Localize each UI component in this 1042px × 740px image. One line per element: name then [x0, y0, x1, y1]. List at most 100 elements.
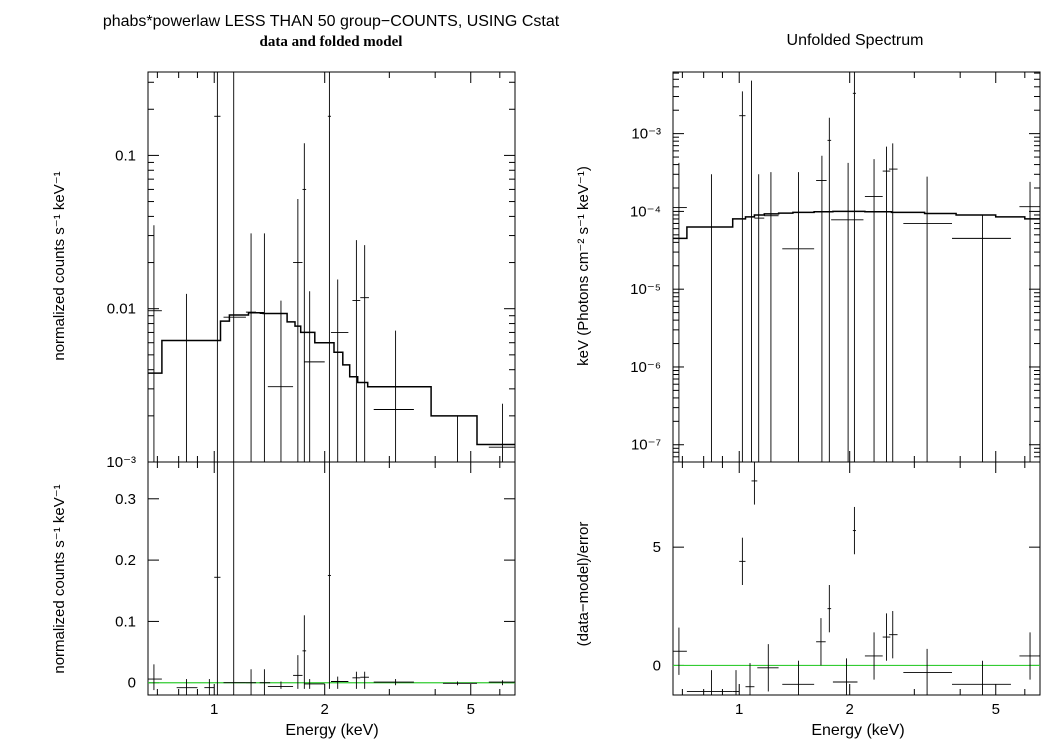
data-point	[214, 72, 221, 462]
data-point	[360, 245, 369, 462]
unfolded-panel: 10⁻⁷ 10⁻⁶ 10⁻⁵ 10⁻⁴ 10⁻³	[630, 71, 1041, 463]
data-point	[864, 159, 883, 462]
plot-panels: 10⁻³ 0.01 0.1 1 2 5 0 0.1 0.2 0.3 10⁻⁷ 10⁻⁶ 10⁻⁵ 10⁻⁴…	[106, 71, 1041, 718]
data-point	[831, 162, 864, 462]
right-top-ylabel: keV (Photons cm⁻² s⁻¹ keV⁻¹)	[575, 166, 592, 366]
y-tick-label: 0.01	[107, 301, 136, 318]
x-tick-label: 1	[210, 701, 218, 718]
y-tick-label: 0	[653, 657, 661, 674]
data-point	[223, 72, 246, 462]
data-point	[882, 146, 891, 462]
right-bottom-ylabel: (data−model)/error	[575, 522, 592, 647]
data-point	[488, 403, 515, 462]
y-tick-label: 10⁻⁷	[631, 437, 661, 454]
data-point	[748, 80, 755, 462]
model-step-line	[673, 210, 1040, 240]
x-tick-label: 5	[992, 701, 1000, 718]
data-point	[751, 462, 758, 505]
data-point	[302, 143, 307, 462]
data-point	[764, 172, 779, 462]
left-xlabel: Energy (keV)	[285, 722, 378, 739]
y-tick-label: 5	[653, 539, 661, 556]
data-point	[686, 174, 733, 462]
y-tick-label: 0.1	[115, 613, 136, 630]
left-title-line1: phabs*powerlaw LESS THAN 50 group−COUNTS…	[103, 13, 560, 30]
data-point	[267, 681, 294, 689]
data-point	[488, 680, 515, 686]
data-point	[293, 655, 303, 689]
data-point	[673, 162, 687, 462]
data-point	[782, 660, 815, 695]
data-point	[889, 611, 898, 659]
data-point	[739, 91, 746, 462]
data-point	[223, 462, 246, 695]
data-point	[757, 644, 779, 692]
data-point	[327, 462, 331, 689]
y-tick-label: 10⁻³	[106, 454, 136, 471]
data-point	[176, 679, 198, 695]
x-tick-label: 2	[846, 701, 854, 718]
y-tick-label: 0.2	[115, 552, 136, 569]
data-point	[754, 174, 765, 462]
data-point	[442, 681, 478, 686]
data-point	[827, 117, 832, 462]
data-point	[259, 669, 271, 695]
data-point	[302, 615, 307, 689]
panel-frame	[672, 71, 1041, 463]
y-tick-label: 0	[128, 675, 136, 692]
data-point	[245, 669, 257, 695]
data-point	[352, 240, 361, 462]
data-point	[882, 613, 891, 661]
panel-frame	[147, 461, 516, 696]
data-point	[745, 663, 755, 695]
data-point	[327, 72, 331, 462]
counts-residual-panel: 1 2 5 0 0.1 0.2 0.3	[115, 461, 516, 718]
data-point	[176, 293, 198, 463]
right-title: Unfolded Spectrum	[787, 32, 924, 49]
data-point	[952, 660, 1011, 695]
ratio-residual-panel: 1 2 5 0 5	[653, 461, 1041, 718]
data-point	[330, 676, 349, 689]
data-point	[148, 225, 162, 462]
data-point	[245, 233, 257, 462]
data-point	[148, 664, 162, 691]
data-point	[827, 585, 832, 633]
counts-panel: 10⁻³ 0.01 0.1	[106, 71, 516, 471]
panel-frame	[672, 461, 1041, 696]
data-point	[1019, 181, 1040, 462]
data-point	[686, 670, 733, 695]
panel-frame	[147, 71, 516, 463]
left-title-line2: data and folded model	[260, 34, 403, 50]
x-tick-label: 1	[735, 701, 743, 718]
data-point	[782, 172, 815, 462]
data-point	[373, 330, 414, 462]
x-tick-label: 2	[321, 701, 329, 718]
data-point	[852, 72, 856, 462]
data-point	[373, 679, 414, 686]
y-tick-label: 10⁻⁴	[630, 203, 661, 220]
data-point	[732, 670, 740, 695]
left-bottom-ylabel: normalized counts s⁻¹ keV⁻¹	[51, 484, 68, 673]
data-point	[673, 627, 687, 675]
data-point	[889, 143, 898, 462]
data-point	[259, 233, 271, 462]
data-point	[852, 506, 856, 555]
data-point	[442, 415, 478, 463]
data-point	[952, 214, 1011, 462]
data-point	[816, 618, 826, 666]
data-point	[293, 198, 303, 462]
data-point	[214, 462, 221, 695]
data-point	[330, 279, 349, 462]
data-point	[360, 671, 369, 689]
data-point	[304, 291, 325, 462]
y-tick-label: 0.1	[115, 147, 136, 164]
x-tick-label: 5	[467, 701, 475, 718]
data-point	[204, 679, 215, 695]
model-step-line	[148, 312, 515, 446]
right-xlabel: Energy (keV)	[811, 722, 904, 739]
y-tick-label: 10⁻⁵	[630, 281, 661, 298]
data-point	[832, 658, 858, 695]
data-point	[352, 671, 361, 689]
y-tick-label: 10⁻³	[631, 126, 661, 143]
